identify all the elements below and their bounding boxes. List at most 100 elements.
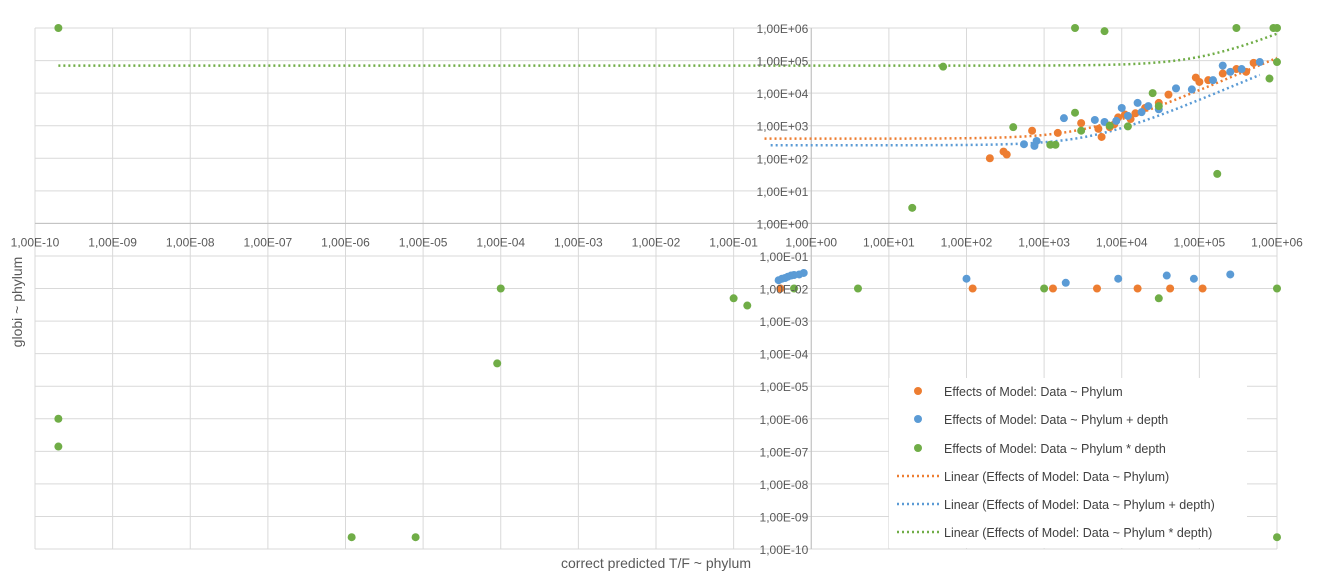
data-point-series-2 xyxy=(1040,285,1048,293)
data-point-series-1 xyxy=(1118,104,1126,112)
data-point-series-2 xyxy=(1155,294,1163,302)
data-point-series-0 xyxy=(1164,91,1172,99)
x-tick-label: 1,00E+02 xyxy=(941,235,993,249)
data-point-series-2 xyxy=(1071,24,1079,32)
data-point-series-0 xyxy=(1028,127,1036,135)
data-point-series-2 xyxy=(908,204,916,212)
data-point-series-1 xyxy=(800,269,808,277)
data-point-series-2 xyxy=(54,415,62,423)
data-point-series-2 xyxy=(1273,24,1281,32)
legend-label-linear-phylum-depth: Linear (Effects of Model: Data ~ Phylum … xyxy=(944,498,1215,512)
data-point-series-0 xyxy=(1166,285,1174,293)
data-point-series-2 xyxy=(1124,122,1132,130)
x-tick-label: 1,00E-03 xyxy=(554,235,603,249)
legend-marker-phylum xyxy=(914,387,922,395)
y-tick-label: 1,00E+00 xyxy=(757,217,809,231)
x-tick-label: 1,00E+05 xyxy=(1174,235,1226,249)
data-point-series-1 xyxy=(963,275,971,283)
data-point-series-2 xyxy=(1009,123,1017,131)
x-tick-label: 1,00E-04 xyxy=(476,235,525,249)
data-point-series-2 xyxy=(1106,122,1114,130)
x-tick-label: 1,00E+00 xyxy=(785,235,837,249)
data-point-series-2 xyxy=(1273,58,1281,66)
data-point-series-2 xyxy=(1273,533,1281,541)
data-point-series-2 xyxy=(1077,127,1085,135)
data-point-series-0 xyxy=(1098,133,1106,141)
x-tick-label: 1,00E-06 xyxy=(321,235,370,249)
data-point-series-1 xyxy=(1226,270,1234,278)
y-tick-label: 1,00E+03 xyxy=(757,120,809,134)
legend-entry-phylum-times-depth[interactable]: Effects of Model: Data ~ Phylum * depth xyxy=(914,442,1166,456)
data-point-series-0 xyxy=(1077,119,1085,127)
data-point-series-2 xyxy=(412,533,420,541)
data-point-series-1 xyxy=(1091,116,1099,124)
y-tick-label: 1,00E+02 xyxy=(757,152,809,166)
data-point-series-1 xyxy=(1209,76,1217,84)
data-point-series-1 xyxy=(1124,112,1132,120)
legend-background xyxy=(889,378,1247,548)
legend-entry-phylum-depth[interactable]: Effects of Model: Data ~ Phylum + depth xyxy=(914,413,1168,427)
legend-label-phylum: Effects of Model: Data ~ Phylum xyxy=(944,385,1123,399)
y-axis-title: globi ~ phylum xyxy=(9,257,25,348)
x-tick-label: 1,00E-08 xyxy=(166,235,215,249)
x-tick-label: 1,00E-07 xyxy=(244,235,293,249)
legend-entry-phylum[interactable]: Effects of Model: Data ~ Phylum xyxy=(914,385,1123,399)
trendlines xyxy=(58,34,1277,146)
data-point-series-1 xyxy=(1112,117,1120,125)
y-tick-label: 1,00E-07 xyxy=(760,445,809,459)
data-point-series-2 xyxy=(1155,102,1163,110)
data-point-series-0 xyxy=(1094,125,1102,133)
data-point-series-0 xyxy=(1093,285,1101,293)
y-tick-label: 1,00E+06 xyxy=(757,22,809,36)
legend-entry-linear-phylum-depth[interactable]: Linear (Effects of Model: Data ~ Phylum … xyxy=(897,498,1215,512)
y-tick-label: 1,00E-03 xyxy=(760,315,809,329)
legend-label-phylum-times-depth: Effects of Model: Data ~ Phylum * depth xyxy=(944,442,1166,456)
data-point-series-2 xyxy=(1232,24,1240,32)
data-point-series-2 xyxy=(1149,89,1157,97)
data-point-series-0 xyxy=(1199,285,1207,293)
data-point-series-2 xyxy=(854,285,862,293)
data-point-series-0 xyxy=(1219,70,1227,78)
y-tick-label: 1,00E-10 xyxy=(760,543,809,557)
x-tick-label: 1,00E-09 xyxy=(88,235,137,249)
data-point-series-2 xyxy=(1051,141,1059,149)
data-point-series-2 xyxy=(1265,75,1273,83)
y-tick-label: 1,00E-05 xyxy=(760,380,809,394)
y-tick-label: 1,00E+04 xyxy=(757,87,809,101)
data-point-series-1 xyxy=(1060,114,1068,122)
data-point-series-1 xyxy=(1033,137,1041,145)
data-point-series-0 xyxy=(1054,129,1062,137)
data-point-series-0 xyxy=(969,285,977,293)
data-point-series-2 xyxy=(1071,109,1079,117)
data-point-series-2 xyxy=(348,533,356,541)
x-tick-label: 1,00E+01 xyxy=(863,235,915,249)
y-tick-label: 1,00E-04 xyxy=(760,348,809,362)
data-point-series-0 xyxy=(1003,151,1011,159)
data-point-series-2 xyxy=(1273,285,1281,293)
y-tick-label: 1,00E-08 xyxy=(760,478,809,492)
data-point-series-0 xyxy=(1195,78,1203,86)
legend-label-linear-phylum: Linear (Effects of Model: Data ~ Phylum) xyxy=(944,470,1169,484)
data-point-series-0 xyxy=(986,154,994,162)
x-axis-title: correct predicted T/F ~ phylum xyxy=(561,555,751,571)
data-point-series-1 xyxy=(1188,85,1196,93)
data-point-series-1 xyxy=(1238,65,1246,73)
data-point-series-2 xyxy=(54,24,62,32)
data-point-series-1 xyxy=(1138,108,1146,116)
data-point-series-1 xyxy=(1219,62,1227,70)
y-tick-label: 1,00E-09 xyxy=(760,510,809,524)
x-tick-label: 1,00E-01 xyxy=(709,235,758,249)
x-tick-label: 1,00E+03 xyxy=(1018,235,1070,249)
y-tick-label: 1,00E+01 xyxy=(757,185,809,199)
data-point-series-1 xyxy=(1163,272,1171,280)
x-tick-label: 1,00E-10 xyxy=(11,235,60,249)
data-point-series-2 xyxy=(939,63,947,71)
data-point-series-1 xyxy=(1144,102,1152,110)
trendline-1 xyxy=(771,75,1260,145)
legend-entry-linear-phylum-times-depth[interactable]: Linear (Effects of Model: Data ~ Phylum … xyxy=(897,526,1212,540)
y-tick-label: 1,00E-02 xyxy=(760,283,809,297)
legend-marker-phylum-depth xyxy=(914,415,922,423)
data-point-series-2 xyxy=(493,359,501,367)
y-tick-label: 1,00E-06 xyxy=(760,413,809,427)
